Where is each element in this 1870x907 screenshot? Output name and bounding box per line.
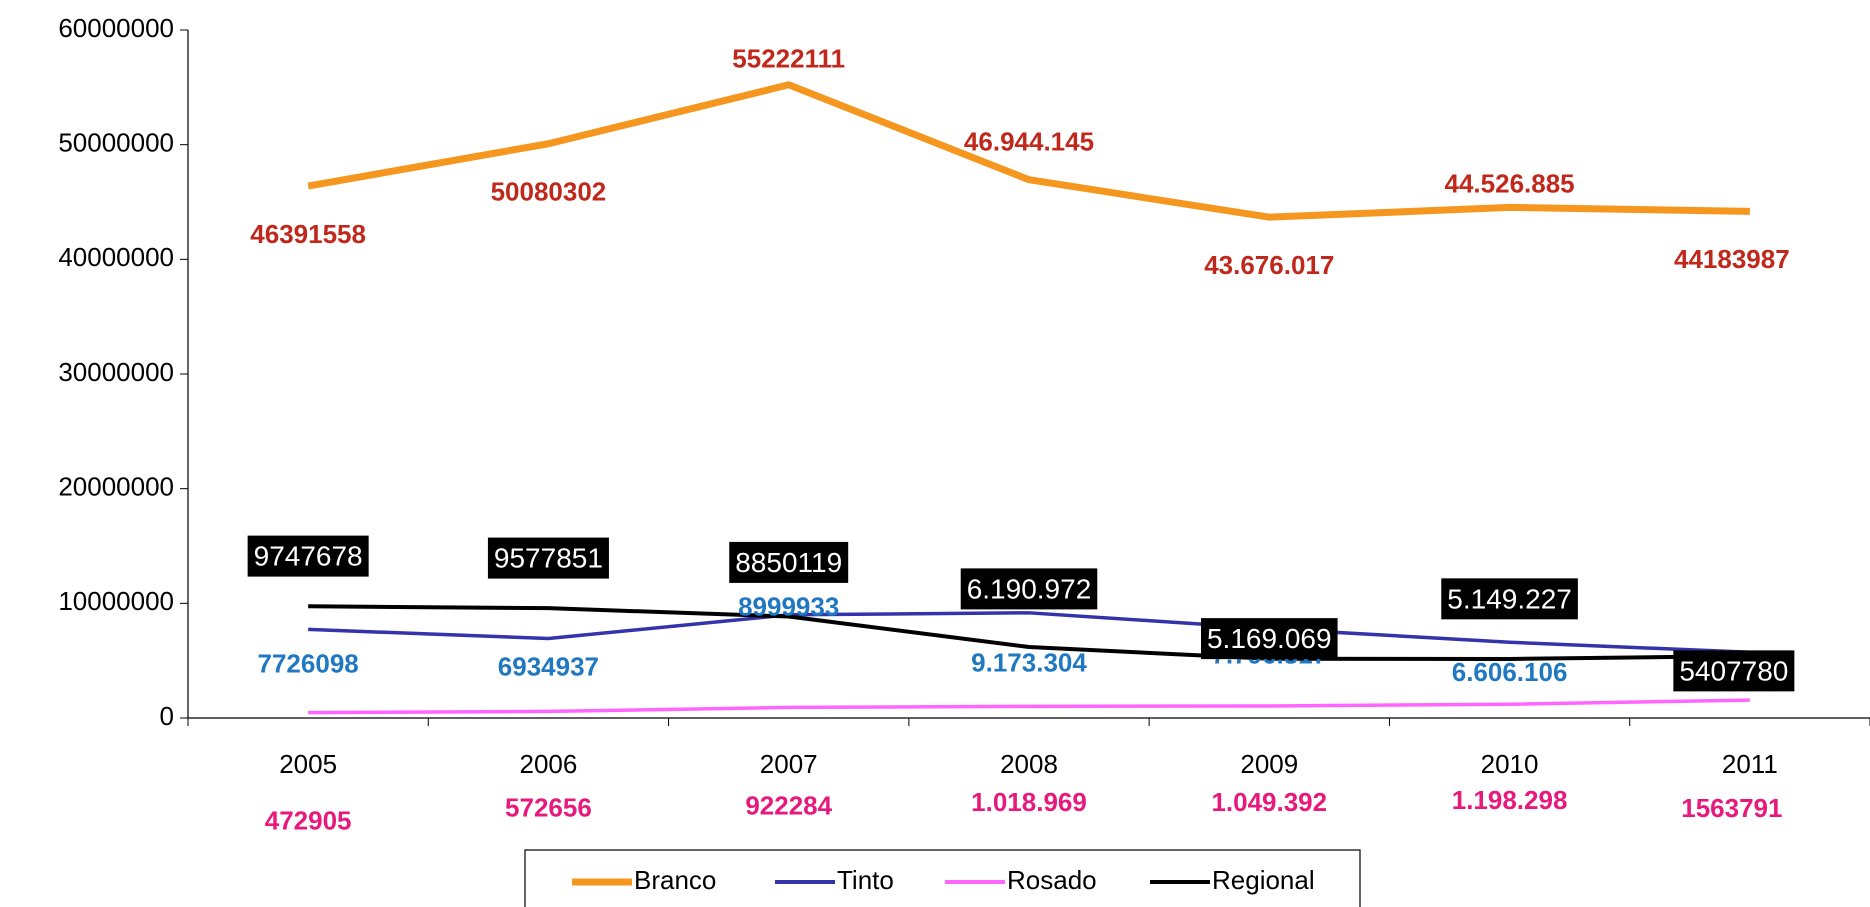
data-label: 9747678 [254, 541, 363, 572]
data-label: 5.149.227 [1447, 583, 1572, 614]
data-label: 43.676.017 [1204, 250, 1334, 280]
data-label-box [729, 541, 849, 583]
x-tick-label: 2010 [1481, 749, 1539, 779]
data-label: 8850119 [735, 547, 842, 578]
data-label: 46.944.145 [964, 127, 1094, 157]
data-label: 6934937 [498, 651, 599, 681]
data-label: 1.198.298 [1452, 785, 1568, 815]
x-tick-label: 2011 [1722, 749, 1778, 779]
data-label: 5.169.069 [1207, 623, 1332, 654]
data-label-box [247, 535, 369, 577]
data-label: 46391558 [250, 219, 366, 249]
y-tick-label: 0 [160, 701, 174, 731]
data-label: 1.049.392 [1211, 787, 1327, 817]
data-label-box [960, 568, 1098, 610]
data-label: 5407780 [1679, 655, 1788, 686]
data-label: 50080302 [491, 177, 607, 207]
data-label-box [487, 537, 609, 579]
data-label-box [1200, 618, 1338, 660]
legend-label: Branco [634, 865, 716, 895]
data-label: 44183987 [1674, 244, 1790, 274]
legend-label: Tinto [837, 865, 894, 895]
series-line [308, 611, 1750, 655]
data-label: 9577851 [494, 543, 603, 574]
legend-label: Regional [1212, 865, 1315, 895]
data-label: 9.173.304 [971, 648, 1087, 678]
data-label: 44.526.885 [1445, 168, 1575, 198]
y-tick-label: 10000000 [58, 586, 174, 616]
y-tick-label: 20000000 [58, 472, 174, 502]
y-tick-label: 60000000 [58, 13, 174, 43]
y-tick-label: 40000000 [58, 242, 174, 272]
data-label-box [1441, 578, 1578, 620]
data-label: 55222111 [732, 44, 845, 74]
x-tick-label: 2006 [520, 749, 578, 779]
series-line [308, 604, 1750, 661]
data-label: 8999933 [738, 592, 839, 622]
data-label-box [1673, 650, 1795, 692]
data-label: 1563791 [1681, 793, 1782, 823]
legend-box [524, 849, 1361, 907]
x-tick-label: 2009 [1240, 749, 1298, 779]
x-tick-label: 2008 [1000, 749, 1058, 779]
legend-label: Rosado [1007, 865, 1097, 895]
data-label: 922284 [745, 790, 832, 820]
data-label: 6.190.972 [967, 573, 1092, 604]
series-line [307, 81, 1750, 221]
data-label: 472905 [265, 805, 352, 835]
data-label: 6.606.106 [1452, 657, 1568, 687]
legend: Branco Tinto Rosado Regional [524, 849, 1361, 907]
data-label: 7726098 [258, 648, 359, 678]
x-tick-label: 2005 [279, 749, 337, 779]
y-tick-label: 50000000 [58, 128, 174, 158]
data-label: 1.018.969 [971, 787, 1087, 817]
y-tick-label: 30000000 [58, 357, 174, 387]
series-line [308, 698, 1750, 715]
data-label: 572656 [505, 792, 592, 822]
x-tick-label: 2007 [760, 749, 818, 779]
